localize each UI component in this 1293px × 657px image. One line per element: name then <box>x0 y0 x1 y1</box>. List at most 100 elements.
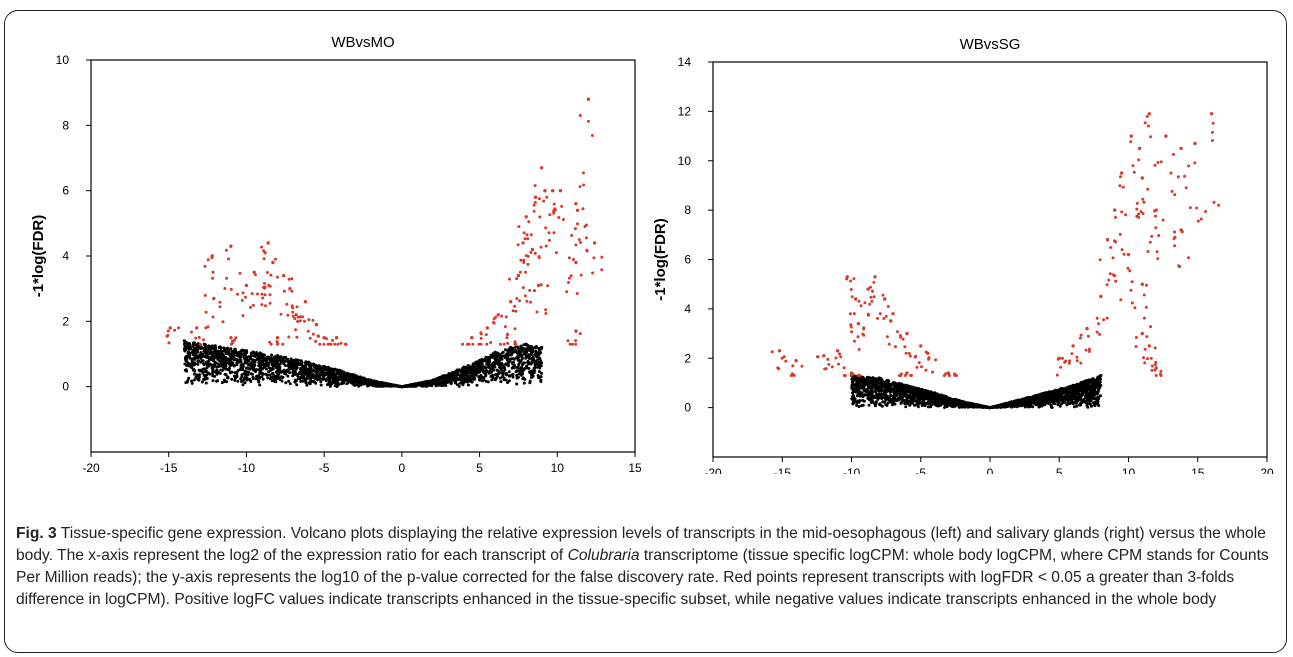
point-not-significant <box>500 354 504 358</box>
y-tick-label: 8 <box>684 203 691 217</box>
point-not-significant <box>271 364 275 368</box>
point-not-significant <box>250 351 254 355</box>
point-significant <box>244 283 249 288</box>
point-not-significant <box>201 370 205 374</box>
point-not-significant <box>227 348 231 352</box>
point-not-significant <box>190 366 194 370</box>
point-not-significant <box>881 400 885 404</box>
point-not-significant <box>404 384 408 388</box>
point-significant <box>241 291 245 295</box>
point-significant <box>298 319 302 323</box>
point-not-significant <box>196 377 200 381</box>
point-significant <box>546 284 550 288</box>
point-not-significant <box>284 381 288 385</box>
point-not-significant <box>537 363 541 367</box>
point-not-significant <box>411 384 415 388</box>
point-not-significant <box>263 364 267 368</box>
point-not-significant <box>271 371 275 375</box>
points-layer <box>165 97 604 389</box>
point-not-significant <box>912 403 916 407</box>
point-significant <box>575 292 579 295</box>
point-significant <box>190 330 193 334</box>
point-not-significant <box>198 369 202 373</box>
point-not-significant <box>212 359 216 363</box>
point-significant <box>275 275 279 279</box>
point-not-significant <box>259 352 263 356</box>
point-not-significant <box>185 369 189 373</box>
y-tick-label: 0 <box>62 380 69 394</box>
point-not-significant <box>1058 404 1062 408</box>
point-not-significant <box>266 361 270 365</box>
point-not-significant <box>203 377 207 381</box>
point-not-significant <box>191 348 195 352</box>
y-tick-label: 2 <box>684 351 691 365</box>
point-not-significant <box>334 377 337 381</box>
point-not-significant <box>211 372 214 375</box>
point-not-significant <box>517 372 521 376</box>
point-not-significant <box>194 343 198 347</box>
point-not-significant <box>184 358 188 362</box>
point-not-significant <box>192 372 196 376</box>
x-tick-label: 20 <box>1260 466 1274 474</box>
point-not-significant <box>275 354 280 358</box>
point-not-significant <box>273 358 277 362</box>
point-not-significant <box>521 377 525 381</box>
point-not-significant <box>512 357 516 361</box>
point-not-significant <box>321 375 325 379</box>
point-not-significant <box>316 378 319 382</box>
point-significant <box>539 245 543 249</box>
point-not-significant <box>190 350 194 354</box>
point-not-significant <box>314 381 318 385</box>
point-not-significant <box>1052 401 1055 405</box>
point-significant <box>535 310 539 314</box>
point-not-significant <box>1095 400 1099 404</box>
point-not-significant <box>239 365 243 368</box>
point-significant <box>479 336 483 340</box>
point-not-significant <box>359 378 363 382</box>
point-not-significant <box>184 355 188 359</box>
point-not-significant <box>484 373 488 377</box>
point-not-significant <box>514 345 517 349</box>
point-not-significant <box>471 374 475 378</box>
point-significant <box>518 270 522 274</box>
point-not-significant <box>335 385 339 388</box>
point-not-significant <box>211 345 215 349</box>
point-significant <box>552 210 556 214</box>
point-not-significant <box>355 383 359 387</box>
point-not-significant <box>311 368 315 372</box>
point-significant <box>233 338 237 342</box>
point-not-significant <box>530 348 534 352</box>
point-not-significant <box>342 373 346 376</box>
point-significant <box>578 114 582 117</box>
point-not-significant <box>510 373 514 377</box>
point-not-significant <box>467 365 471 369</box>
point-not-significant <box>259 365 263 369</box>
point-not-significant <box>477 370 481 374</box>
point-not-significant <box>537 370 541 374</box>
point-significant <box>252 270 256 274</box>
point-significant <box>513 327 517 331</box>
point-not-significant <box>478 377 481 381</box>
point-not-significant <box>183 362 187 366</box>
point-not-significant <box>874 400 878 404</box>
point-significant <box>206 258 210 262</box>
point-not-significant <box>227 359 231 363</box>
point-not-significant <box>244 349 248 353</box>
point-significant <box>533 184 537 188</box>
point-significant <box>285 302 289 306</box>
point-not-significant <box>184 348 188 352</box>
point-not-significant <box>289 357 293 361</box>
point-not-significant <box>234 349 237 353</box>
point-not-significant <box>270 379 274 383</box>
point-not-significant <box>261 377 265 381</box>
point-significant <box>508 277 511 281</box>
figure-frame <box>4 10 1287 653</box>
point-significant <box>264 304 267 308</box>
point-significant <box>586 97 591 101</box>
point-not-significant <box>926 405 930 409</box>
point-not-significant <box>191 343 195 347</box>
point-not-significant <box>882 393 886 397</box>
point-significant <box>262 257 266 261</box>
point-not-significant <box>197 375 201 379</box>
point-significant <box>268 284 272 288</box>
